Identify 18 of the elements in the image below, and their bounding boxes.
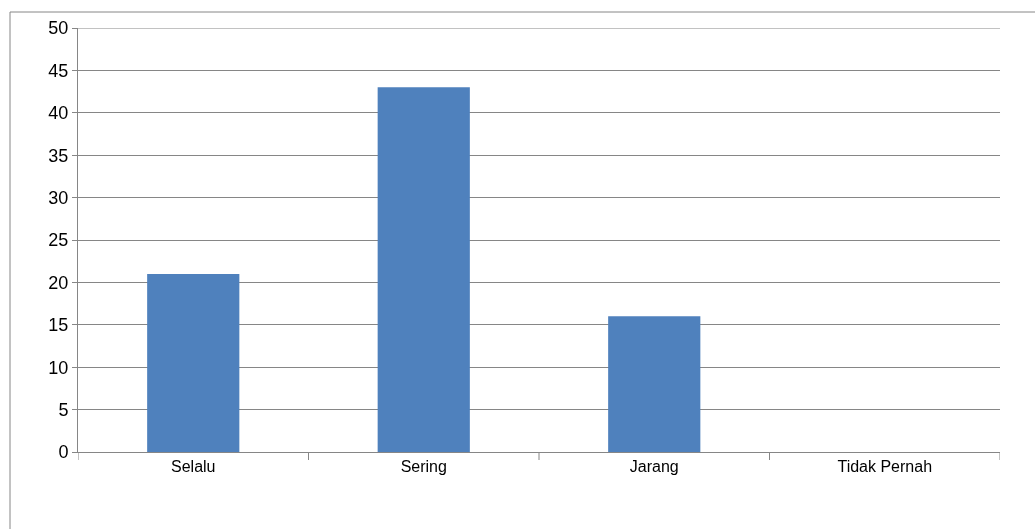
y-tick-label: 10 [48,357,69,378]
bar [377,87,470,452]
x-tick-label: Jarang [629,458,679,476]
y-tick-label: 40 [48,103,69,124]
bar [608,316,701,452]
x-tick-label: Sering [400,458,447,476]
y-tick-label: 35 [48,145,69,166]
x-tick-label: Tidak Pernah [837,458,933,476]
y-tick-label: 50 [48,18,69,39]
y-tick-label: 0 [58,442,69,463]
y-tick-label: 20 [48,272,69,293]
y-tick-label: 45 [48,60,69,81]
x-tick-label: Selalu [171,458,216,476]
y-tick-label: 5 [58,399,69,420]
bar [147,273,240,452]
y-tick-label: 25 [48,230,69,251]
y-tick-label: 15 [48,315,69,336]
y-tick-label: 30 [48,187,69,208]
